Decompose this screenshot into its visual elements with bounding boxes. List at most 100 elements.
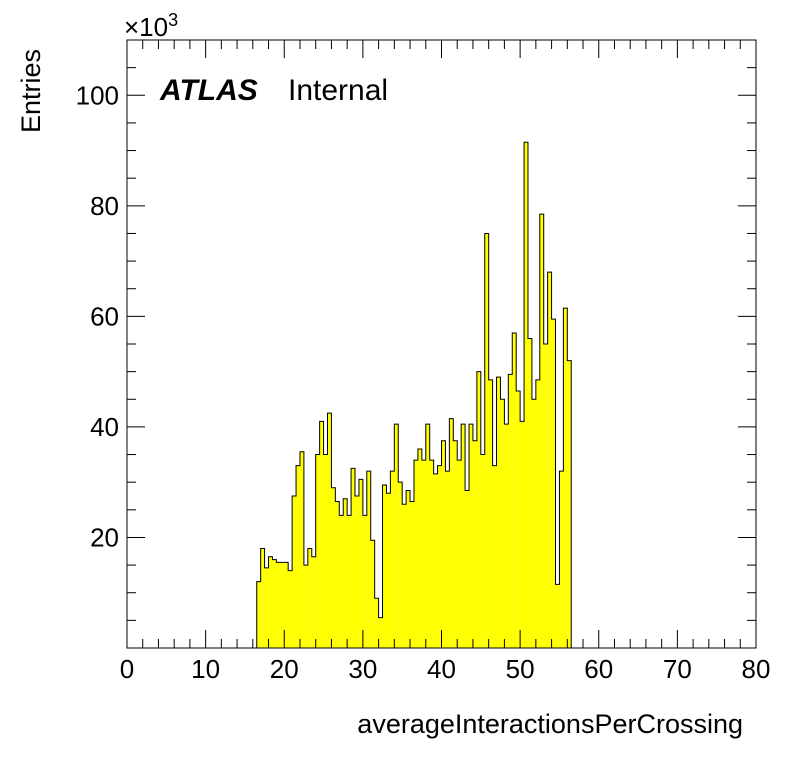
- histogram-bar: [449, 418, 454, 648]
- atlas-label: ATLAS: [159, 74, 258, 107]
- histogram-bar: [504, 424, 509, 648]
- histogram-bar: [421, 460, 426, 648]
- histogram-bar: [315, 454, 320, 648]
- y-tick-label: 60: [90, 301, 119, 331]
- histogram-bar: [366, 471, 371, 648]
- x-tick-label: 0: [120, 654, 134, 684]
- histogram-bar: [567, 360, 572, 648]
- histogram-bar: [390, 471, 395, 648]
- histogram-bar: [516, 390, 521, 648]
- histogram-bar: [374, 598, 379, 648]
- histogram-bar: [461, 424, 466, 648]
- histogram-bar: [296, 465, 300, 648]
- ticks-group: [126, 39, 757, 648]
- histogram-bar: [472, 440, 477, 648]
- histogram-bar: [429, 460, 434, 648]
- internal-label: Internal: [288, 74, 388, 107]
- histogram-bar: [492, 465, 497, 648]
- histogram-bar: [276, 562, 281, 648]
- x-tick-label: 80: [742, 654, 771, 684]
- y-tick-label: 40: [90, 412, 119, 442]
- histogram-bar: [331, 487, 336, 648]
- y-axis-title: Entries: [16, 49, 46, 133]
- histogram-bar: [437, 465, 442, 648]
- histogram-bar: [413, 460, 418, 648]
- x-tick-label: 10: [191, 654, 220, 684]
- histogram-bar: [358, 479, 363, 648]
- histogram-bar: [343, 498, 348, 648]
- histogram-bar: [268, 556, 273, 648]
- histogram-bar: [527, 338, 532, 648]
- histogram-bar: [272, 559, 277, 648]
- histogram-bar: [555, 584, 560, 648]
- histogram-bar: [531, 399, 536, 648]
- histogram-bar: [347, 515, 352, 648]
- histogram-bar: [508, 374, 513, 648]
- x-tick-label: 70: [663, 654, 692, 684]
- histogram-bar: [382, 484, 387, 648]
- histogram-bar: [484, 233, 489, 649]
- histogram-bar: [535, 379, 540, 648]
- x-tick-label: 30: [348, 654, 377, 684]
- histogram-bar: [524, 142, 528, 648]
- histogram-bar: [496, 377, 501, 648]
- histogram-bar: [551, 319, 556, 648]
- histogram-bar: [547, 272, 552, 648]
- histogram-bar: [410, 501, 414, 648]
- histogram-bar: [512, 332, 517, 648]
- histogram-bar: [327, 413, 332, 648]
- histogram-bar: [264, 567, 269, 648]
- histogram-bar: [311, 556, 316, 648]
- histogram-bar: [370, 540, 375, 648]
- histogram-bar: [260, 548, 265, 648]
- histogram-bar: [465, 490, 470, 648]
- histogram-bar: [520, 421, 525, 648]
- histogram-bar: [445, 471, 450, 648]
- x-tick-label: 60: [584, 654, 613, 684]
- histogram-bar: [394, 424, 399, 648]
- y-multiplier-label: ×103: [124, 10, 178, 42]
- histogram-bar: [402, 504, 407, 648]
- histogram-bar: [307, 548, 312, 648]
- y-multiplier-exponent: 3: [168, 10, 178, 30]
- histogram-bar: [500, 399, 505, 648]
- histogram-bar: [488, 379, 493, 648]
- bars-group: [256, 141, 572, 649]
- histogram-bar: [299, 451, 304, 648]
- histogram-bar: [539, 214, 544, 649]
- histogram-outline: [256, 141, 572, 648]
- histogram-bar: [457, 460, 462, 648]
- histogram-bar: [476, 371, 481, 648]
- histogram-bar: [362, 515, 367, 648]
- histogram-bar: [453, 440, 458, 648]
- histogram-bar: [469, 424, 473, 648]
- histogram-bar: [355, 496, 359, 648]
- histogram-bar: [441, 440, 446, 648]
- histogram-bar: [284, 562, 289, 648]
- histogram-bar: [559, 471, 564, 648]
- y-tick-label: 20: [90, 522, 119, 552]
- histogram-bar: [323, 454, 328, 648]
- x-tick-label: 20: [270, 654, 299, 684]
- histogram-bar: [398, 482, 403, 648]
- y-tick-labels: 20 40 60 80 100: [76, 80, 119, 552]
- histogram-bar: [280, 562, 285, 648]
- histogram-bar: [288, 570, 293, 648]
- histogram-bar: [417, 449, 422, 648]
- y-tick-label: 100: [76, 80, 119, 110]
- histogram-bar: [406, 490, 411, 648]
- x-tick-label: 40: [427, 654, 456, 684]
- x-tick-label: 50: [506, 654, 535, 684]
- histogram-bar: [303, 565, 308, 648]
- y-tick-label: 80: [90, 191, 119, 221]
- histogram-bar: [292, 496, 297, 648]
- x-axis-title: averageInteractionsPerCrossing: [357, 709, 743, 739]
- histogram-bar: [319, 421, 324, 648]
- histogram-bar: [480, 454, 485, 648]
- histogram-bar: [256, 581, 261, 648]
- histogram-bar: [339, 515, 344, 648]
- histogram-bar: [433, 473, 438, 648]
- histogram-bar: [335, 501, 340, 648]
- histogram-bar: [563, 308, 568, 648]
